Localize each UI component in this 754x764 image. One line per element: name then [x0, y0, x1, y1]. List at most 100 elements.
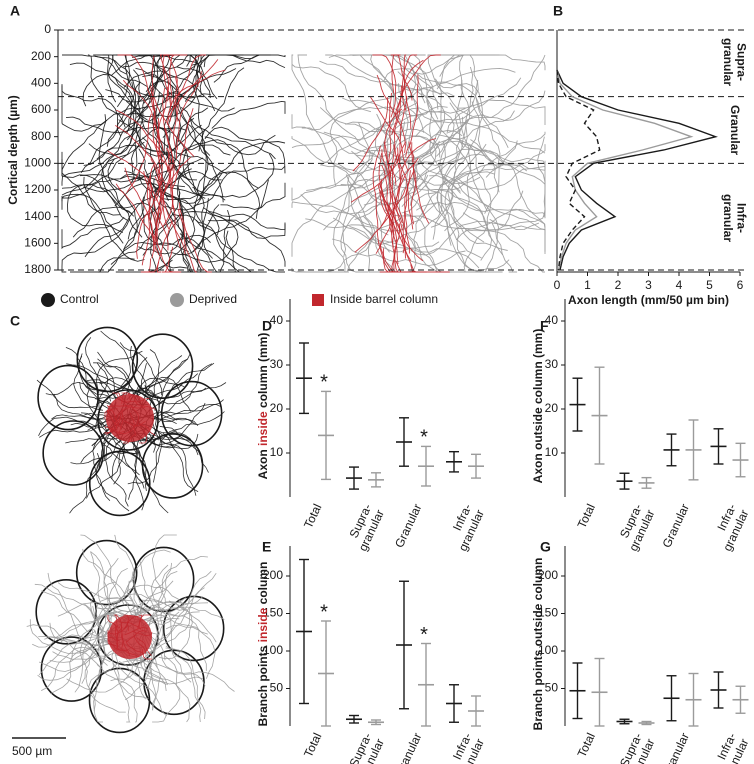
axon-trace — [155, 86, 168, 169]
axon-trace — [397, 110, 461, 194]
axon-trace — [131, 405, 139, 427]
axon-trace — [415, 66, 474, 184]
axon-trace — [193, 165, 286, 207]
axon-trace — [179, 202, 212, 273]
axon-trace — [72, 202, 161, 238]
axon-trace — [122, 659, 206, 687]
x-tick-label: Infra-granular — [443, 731, 487, 764]
x-tick-label: 4 — [676, 278, 683, 292]
axon-trace — [125, 640, 145, 655]
axon-trace — [192, 179, 269, 253]
axon-trace — [138, 422, 156, 436]
axon-trace — [166, 59, 219, 125]
legend-label: Inside barrel column — [330, 292, 438, 306]
axon-trace — [124, 614, 143, 630]
axon-trace — [401, 54, 418, 111]
y-axis-label-part: inside — [256, 411, 270, 446]
y-axis-label-part: Axon — [256, 446, 270, 479]
axon-trace — [444, 143, 487, 259]
axon-trace — [410, 220, 540, 256]
axon-trace — [61, 218, 131, 273]
axon-trace — [112, 392, 127, 407]
axon-trace — [90, 551, 113, 639]
axon-trace — [131, 441, 145, 511]
axon-trace — [291, 54, 372, 113]
axon-trace — [211, 100, 286, 129]
axon-trace — [305, 202, 437, 232]
axon-trace — [403, 171, 414, 254]
axon-trace — [203, 207, 286, 230]
axon-trace — [384, 108, 403, 186]
axon-trace — [57, 582, 143, 610]
axon-trace — [162, 147, 172, 230]
axon-trace — [77, 353, 115, 410]
axon-trace — [153, 403, 222, 420]
axon-trace — [204, 136, 261, 219]
axon-trace — [94, 362, 109, 429]
axon-trace — [219, 209, 230, 273]
axon-trace — [291, 175, 390, 257]
axon-trace — [112, 622, 119, 645]
x-tick-label-line: Total — [575, 502, 598, 531]
panel-label: B — [553, 3, 563, 19]
axon-trace — [26, 624, 102, 669]
x-tick-label: 0 — [554, 278, 561, 292]
axon-trace — [137, 614, 152, 629]
axon-trace — [112, 662, 131, 723]
layer-label-line: Supra- — [734, 43, 748, 81]
axon-trace — [179, 67, 245, 157]
x-tick-label-line: Granular — [392, 731, 424, 764]
axon-trace — [151, 55, 160, 139]
axon-trace — [88, 660, 126, 713]
axon-trace — [126, 549, 171, 613]
profile-line — [556, 69, 718, 271]
axon-trace — [351, 150, 481, 191]
axon-trace — [176, 71, 202, 150]
axon-trace — [123, 614, 129, 631]
tracing-group — [107, 54, 226, 273]
axon-trace — [101, 577, 135, 658]
axon-trace — [297, 217, 402, 273]
axon-trace — [88, 81, 137, 156]
axon-trace — [213, 54, 286, 83]
layer-label-line: granular — [721, 38, 735, 86]
x-tick-label: Total — [301, 731, 324, 760]
x-tick-label-line: Granular — [660, 502, 692, 550]
y-axis-label: Branch points inside column — [256, 562, 270, 727]
y-tick-label: 1800 — [24, 262, 51, 276]
x-tick-label: Granular — [660, 731, 692, 764]
axon-trace — [138, 204, 220, 256]
axon-trace — [114, 647, 167, 717]
axon-trace — [95, 454, 130, 512]
axon-trace — [345, 121, 429, 189]
axon-trace — [67, 181, 124, 233]
x-tick-label: 2 — [615, 278, 622, 292]
axon-trace — [122, 633, 130, 656]
y-tick-label: 50 — [270, 681, 284, 695]
barrel-outline — [132, 546, 195, 613]
axon-trace — [107, 150, 162, 212]
axon-trace — [409, 77, 522, 122]
axon-trace — [191, 54, 259, 66]
axon-trace — [80, 534, 125, 606]
axon-trace — [123, 433, 136, 444]
y-tick-label: 1400 — [24, 209, 51, 223]
axon-trace — [144, 572, 217, 627]
axon-trace — [485, 160, 546, 178]
axon-trace — [373, 54, 439, 110]
axon-trace — [349, 54, 425, 133]
significance-star: * — [320, 601, 328, 623]
axon-trace — [432, 140, 518, 240]
tracing-group — [104, 392, 156, 444]
axon-trace — [61, 159, 128, 221]
axon-trace — [376, 74, 406, 153]
layer-label-line: Granular — [728, 105, 742, 155]
axon-trace — [113, 614, 122, 628]
axon-trace — [119, 601, 209, 617]
axon-trace — [136, 180, 164, 259]
axon-trace — [396, 138, 437, 206]
axon-trace — [167, 69, 226, 122]
axon-trace — [144, 385, 196, 425]
axon-trace — [92, 436, 111, 501]
legend-swatch — [41, 293, 55, 307]
